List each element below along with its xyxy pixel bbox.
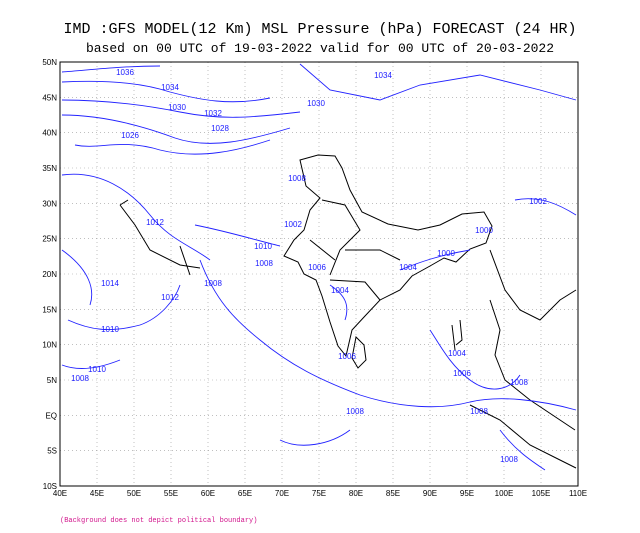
isobar bbox=[199, 259, 577, 411]
lon-label: 60E bbox=[201, 489, 215, 498]
coastline bbox=[469, 404, 577, 469]
graticule bbox=[60, 62, 578, 486]
coastline bbox=[351, 335, 367, 369]
coastline bbox=[309, 199, 401, 301]
contour-label: 1002 bbox=[529, 197, 547, 206]
lat-label: 25N bbox=[42, 235, 57, 244]
contour-label: 1008 bbox=[71, 374, 89, 383]
isobar bbox=[61, 65, 161, 73]
contour-label: 1006 bbox=[453, 369, 471, 378]
isobar bbox=[74, 139, 271, 155]
lon-label: 50E bbox=[127, 489, 141, 498]
lat-label: 40N bbox=[42, 129, 57, 138]
contour-label: 1000 bbox=[475, 226, 493, 235]
title: IMD :GFS MODEL(12 Km) MSL Pressure (hPa)… bbox=[63, 21, 576, 38]
lon-label: 65E bbox=[238, 489, 252, 498]
lat-label: 10S bbox=[43, 482, 57, 491]
isobar bbox=[499, 429, 546, 471]
lat-label: 15N bbox=[42, 305, 57, 314]
contour-label: 1008 bbox=[346, 407, 364, 416]
lat-label: 45N bbox=[42, 93, 57, 102]
isobars bbox=[61, 63, 577, 471]
contour-label: 1014 bbox=[101, 279, 119, 288]
isobar bbox=[329, 284, 348, 321]
isobar bbox=[194, 224, 281, 247]
lat-label: 35N bbox=[42, 164, 57, 173]
contour-label: 1006 bbox=[338, 352, 356, 361]
contour-label: 1006 bbox=[308, 263, 326, 272]
lat-label: 20N bbox=[42, 270, 57, 279]
isobar bbox=[67, 284, 181, 330]
contour-label: 1030 bbox=[168, 103, 186, 112]
lon-label: 90E bbox=[423, 489, 437, 498]
contour-label: 1030 bbox=[307, 99, 325, 108]
isobar bbox=[429, 329, 521, 390]
lat-label: 10N bbox=[42, 341, 57, 350]
isobar bbox=[61, 249, 93, 306]
lon-label: 55E bbox=[164, 489, 178, 498]
lon-label: 80E bbox=[349, 489, 363, 498]
lon-label: 100E bbox=[495, 489, 514, 498]
coastline bbox=[489, 299, 576, 431]
contour-label: 1004 bbox=[448, 349, 466, 358]
isobar bbox=[61, 359, 121, 370]
isobar bbox=[61, 173, 211, 261]
contour-label: 1028 bbox=[211, 124, 229, 133]
isobar bbox=[279, 429, 351, 446]
contour-label: 1034 bbox=[374, 71, 392, 80]
lon-label: 45E bbox=[90, 489, 104, 498]
isobar bbox=[61, 80, 271, 103]
coastlines bbox=[119, 154, 577, 469]
contour-label: 1010 bbox=[101, 325, 119, 334]
contour-label: 1008 bbox=[255, 259, 273, 268]
lon-label: 95E bbox=[460, 489, 474, 498]
coastline bbox=[489, 249, 577, 321]
contour-label: 1002 bbox=[284, 220, 302, 229]
coastline bbox=[119, 199, 201, 276]
isobar bbox=[299, 63, 577, 101]
coastline bbox=[283, 154, 493, 358]
lat-label: EQ bbox=[45, 411, 57, 420]
lon-label: 70E bbox=[275, 489, 289, 498]
contour-label: 1008 bbox=[470, 407, 488, 416]
lon-label: 110E bbox=[569, 489, 587, 498]
lat-label: 50N bbox=[42, 58, 57, 67]
lon-label: 105E bbox=[532, 489, 551, 498]
isobar bbox=[61, 99, 301, 118]
contour-label: 1010 bbox=[88, 365, 106, 374]
contour-label: 1026 bbox=[121, 131, 139, 140]
contour-label: 1008 bbox=[500, 455, 518, 464]
lat-label: 30N bbox=[42, 199, 57, 208]
lon-label: 75E bbox=[312, 489, 326, 498]
isobar bbox=[514, 198, 577, 216]
lat-label: 5N bbox=[47, 376, 57, 385]
lon-label: 85E bbox=[386, 489, 400, 498]
contour-label: 1010 bbox=[254, 242, 272, 251]
footer-note: (Background does not depict political bo… bbox=[60, 517, 257, 525]
contour-label: 1008 bbox=[288, 174, 306, 183]
contour-label: 1004 bbox=[331, 286, 349, 295]
isobar bbox=[61, 114, 291, 144]
subtitle: based on 00 UTC of 19-03-2022 valid for … bbox=[86, 41, 554, 56]
contour-label: 1004 bbox=[399, 263, 417, 272]
contour-label: 1012 bbox=[161, 293, 179, 302]
contour-label: 1000 bbox=[437, 249, 455, 258]
isobar bbox=[399, 249, 471, 271]
contour-label: 1036 bbox=[116, 68, 134, 77]
coastline bbox=[451, 319, 463, 351]
contour-label: 1034 bbox=[161, 83, 179, 92]
contour-label: 1008 bbox=[510, 378, 528, 387]
contour-label: 1012 bbox=[146, 218, 164, 227]
map-frame bbox=[59, 61, 579, 487]
lon-label: 40E bbox=[53, 489, 67, 498]
lat-label: 5S bbox=[47, 447, 57, 456]
contour-label: 1008 bbox=[204, 279, 222, 288]
contour-label: 1032 bbox=[204, 109, 222, 118]
